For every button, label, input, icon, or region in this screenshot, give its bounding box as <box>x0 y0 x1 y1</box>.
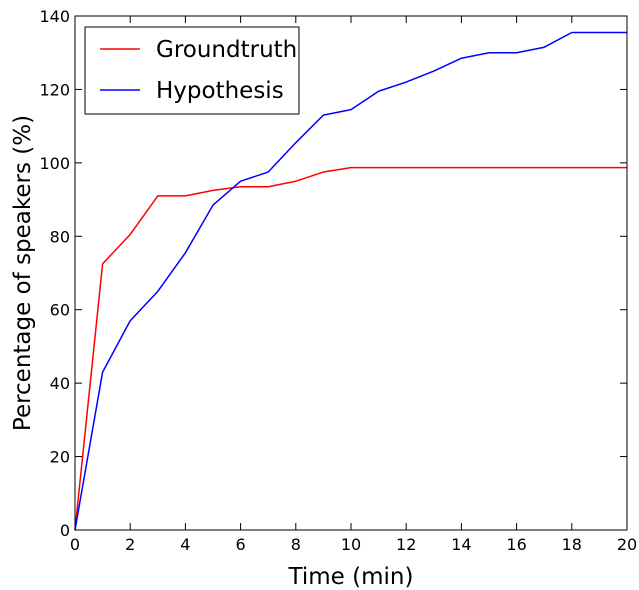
y-tick-label: 0 <box>60 521 70 540</box>
y-tick-label: 80 <box>50 227 70 246</box>
series-line-hypothesis <box>74 31 627 531</box>
x-tick-label: 6 <box>236 535 246 554</box>
x-tick-label: 20 <box>617 535 637 554</box>
y-tick-label: 140 <box>39 7 70 26</box>
y-tick-label: 40 <box>50 374 70 393</box>
x-tick-label: 10 <box>341 535 361 554</box>
series-line-groundtruth <box>74 166 627 531</box>
x-axis-title: Time (min) <box>288 564 414 590</box>
x-tick-label: 14 <box>451 535 471 554</box>
x-tick-label: 16 <box>506 535 526 554</box>
x-tick-label: 12 <box>396 535 416 554</box>
legend-label-groundtruth: Groundtruth <box>156 37 297 63</box>
y-tick-label: 20 <box>50 448 70 467</box>
x-tick-label: 4 <box>180 535 190 554</box>
series-layer <box>74 31 627 531</box>
x-tick-label: 8 <box>291 535 301 554</box>
legend-box <box>84 26 300 115</box>
y-tick-label: 120 <box>39 80 70 99</box>
x-tick-label: 0 <box>70 535 80 554</box>
x-tick-label: 2 <box>125 535 135 554</box>
tick-layer: 0 2 4 6 8 10 12 14 16 18 20 0 20 40 60 80 100 120 140 <box>39 7 637 554</box>
legend-label-hypothesis: Hypothesis <box>156 78 284 104</box>
y-tick-label: 60 <box>50 301 70 320</box>
legend: Groundtruth Hypothesis <box>84 26 300 115</box>
plot-frame <box>74 15 628 531</box>
y-tick-label: 100 <box>39 154 70 173</box>
y-axis-title: Percentage of speakers (%) <box>10 115 36 431</box>
x-tick-label: 18 <box>562 535 582 554</box>
